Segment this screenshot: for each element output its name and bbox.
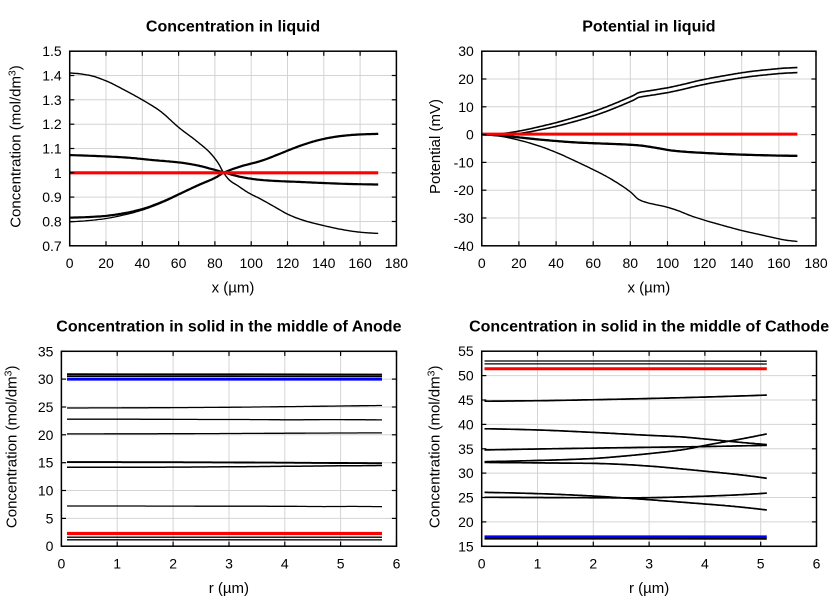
- svg-text:35: 35: [38, 343, 54, 359]
- svg-text:0: 0: [478, 255, 486, 271]
- svg-text:55: 55: [458, 343, 474, 359]
- svg-text:30: 30: [38, 371, 54, 387]
- svg-text:25: 25: [458, 490, 474, 506]
- svg-text:r (µm): r (µm): [209, 580, 249, 597]
- svg-text:20: 20: [458, 514, 474, 530]
- svg-text:30: 30: [458, 465, 474, 481]
- svg-text:0: 0: [46, 538, 54, 554]
- svg-text:140: 140: [730, 255, 754, 271]
- svg-text:Concentration in liquid: Concentration in liquid: [146, 18, 320, 35]
- svg-text:0: 0: [58, 556, 66, 572]
- svg-text:-10: -10: [454, 154, 474, 170]
- svg-text:20: 20: [458, 71, 474, 87]
- svg-text:80: 80: [207, 255, 223, 271]
- svg-text:100: 100: [656, 255, 680, 271]
- svg-text:Concentration in solid in the: Concentration in solid in the middle of …: [56, 318, 401, 335]
- svg-text:1: 1: [534, 556, 542, 572]
- svg-text:1.2: 1.2: [42, 116, 62, 132]
- svg-text:4: 4: [281, 556, 289, 572]
- svg-text:120: 120: [693, 255, 717, 271]
- svg-text:0: 0: [66, 255, 74, 271]
- svg-text:25: 25: [38, 399, 54, 415]
- svg-text:80: 80: [623, 255, 639, 271]
- svg-text:15: 15: [458, 538, 474, 554]
- svg-text:Concentration (mol/dm3): Concentration (mol/dm3): [426, 366, 444, 529]
- svg-text:5: 5: [757, 556, 765, 572]
- svg-text:180: 180: [804, 255, 828, 271]
- svg-text:2: 2: [589, 556, 597, 572]
- svg-text:120: 120: [276, 255, 300, 271]
- svg-text:40: 40: [458, 416, 474, 432]
- svg-text:40: 40: [548, 255, 564, 271]
- svg-text:x (µm): x (µm): [628, 280, 671, 297]
- svg-text:-20: -20: [454, 182, 474, 198]
- svg-text:2: 2: [169, 556, 177, 572]
- svg-text:5: 5: [46, 510, 54, 526]
- svg-text:50: 50: [458, 368, 474, 384]
- svg-text:0.9: 0.9: [42, 189, 62, 205]
- svg-text:10: 10: [38, 483, 54, 499]
- svg-text:40: 40: [135, 255, 151, 271]
- svg-text:5: 5: [337, 556, 345, 572]
- svg-text:180: 180: [385, 255, 409, 271]
- svg-text:4: 4: [701, 556, 709, 572]
- svg-text:0: 0: [466, 127, 474, 143]
- svg-text:1: 1: [54, 165, 62, 181]
- svg-text:160: 160: [767, 255, 791, 271]
- svg-text:Concentration (mol/dm3): Concentration (mol/dm3): [3, 366, 21, 529]
- svg-text:1.3: 1.3: [42, 92, 62, 108]
- svg-text:35: 35: [458, 441, 474, 457]
- svg-text:15: 15: [38, 455, 54, 471]
- svg-text:10: 10: [458, 99, 474, 115]
- svg-text:r (µm): r (µm): [629, 580, 669, 597]
- svg-text:140: 140: [312, 255, 336, 271]
- svg-text:20: 20: [38, 427, 54, 443]
- svg-text:45: 45: [458, 392, 474, 408]
- svg-text:20: 20: [511, 255, 527, 271]
- svg-text:-30: -30: [454, 210, 474, 226]
- svg-text:Concentration (mol/dm3): Concentration (mol/dm3): [7, 65, 25, 228]
- svg-text:Potential (mV): Potential (mV): [427, 99, 444, 194]
- svg-text:6: 6: [393, 556, 401, 572]
- svg-text:1: 1: [113, 556, 121, 572]
- svg-text:160: 160: [348, 255, 372, 271]
- svg-text:1.5: 1.5: [42, 43, 62, 59]
- svg-text:60: 60: [171, 255, 187, 271]
- svg-text:6: 6: [813, 556, 821, 572]
- svg-text:30: 30: [458, 43, 474, 59]
- svg-text:-40: -40: [454, 238, 474, 254]
- svg-text:20: 20: [98, 255, 114, 271]
- svg-text:0.7: 0.7: [42, 238, 62, 254]
- svg-text:60: 60: [585, 255, 601, 271]
- svg-text:3: 3: [645, 556, 653, 572]
- svg-text:1.4: 1.4: [42, 68, 62, 84]
- svg-text:0.8: 0.8: [42, 214, 62, 230]
- svg-text:Concentration in solid in the: Concentration in solid in the middle of …: [469, 318, 829, 335]
- svg-text:3: 3: [225, 556, 233, 572]
- svg-text:1.1: 1.1: [42, 141, 62, 157]
- svg-text:Potential in liquid: Potential in liquid: [582, 18, 715, 35]
- svg-text:x (µm): x (µm): [212, 280, 255, 297]
- svg-text:100: 100: [240, 255, 264, 271]
- svg-text:0: 0: [478, 556, 486, 572]
